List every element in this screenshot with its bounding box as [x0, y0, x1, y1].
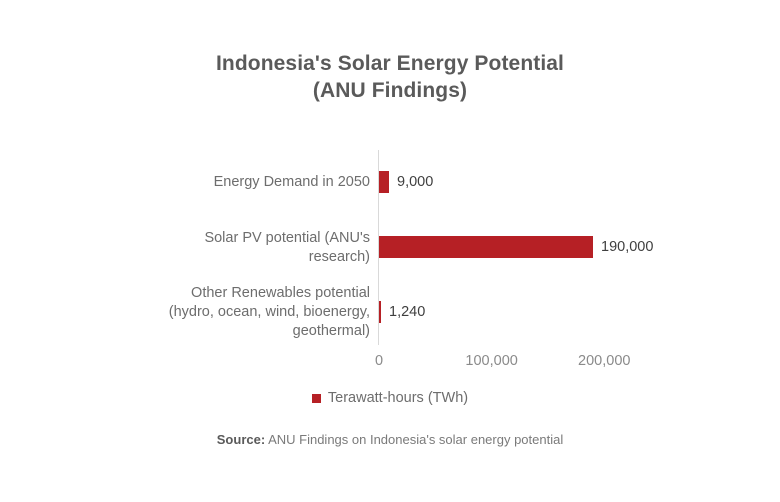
plot-area: Energy Demand in 2050 9,000 Solar PV pot… [0, 150, 780, 345]
chart-title-line-1: Indonesia's Solar Energy Potential [216, 52, 564, 75]
y-axis-line [378, 150, 379, 345]
x-axis-ticks: 0 100,000 200,000 [0, 345, 780, 375]
x-axis-tick-0: 0 [374, 353, 384, 369]
value-label-other-renewables-potential: 1,240 [389, 304, 426, 320]
source-label: Source: [216, 432, 266, 447]
x-axis-tick-2: 200,000 [578, 353, 631, 369]
legend-label-terawatt-hours: Terawatt-hours (TWh) [327, 390, 469, 406]
category-label-line: Solar PV potential (ANU's [204, 229, 370, 246]
category-label-energy-demand-2050: Energy Demand in 2050 [110, 150, 370, 215]
bar-row-other-renewables-potential: Other Renewables potential (hydro, ocean… [0, 280, 780, 345]
bar-solar-pv-potential[interactable] [379, 236, 593, 258]
category-label-line: (hydro, ocean, wind, bioenergy, [168, 304, 370, 320]
bar-row-energy-demand-2050: Energy Demand in 2050 9,000 [0, 150, 780, 215]
chart-title: Indonesia's Solar Energy Potential (ANU … [0, 50, 780, 104]
category-label-solar-pv-potential: Solar PV potential (ANU's research) [110, 215, 370, 280]
chart-title-line-2: (ANU Findings) [312, 79, 468, 102]
category-label-line: geothermal) [292, 323, 370, 339]
source-note: Source: ANU Findings on Indonesia's sola… [0, 432, 780, 447]
bar-row-solar-pv-potential: Solar PV potential (ANU's research) 190,… [0, 215, 780, 280]
category-label-line: Energy Demand in 2050 [213, 174, 370, 190]
category-label-line: Other Renewables potential [191, 285, 370, 301]
source-text: ANU Findings on Indonesia's solar energy… [268, 432, 564, 447]
value-label-energy-demand-2050: 9,000 [397, 174, 434, 190]
bar-energy-demand-2050[interactable] [379, 171, 389, 193]
category-label-line: research) [308, 248, 370, 265]
category-label-other-renewables-potential: Other Renewables potential (hydro, ocean… [110, 280, 370, 345]
x-axis-tick-1: 100,000 [465, 353, 518, 369]
legend-swatch-icon [311, 393, 321, 403]
bar-other-renewables-potential[interactable] [379, 301, 381, 323]
chart-legend: Terawatt-hours (TWh) [0, 390, 780, 406]
value-label-solar-pv-potential: 190,000 [601, 239, 654, 255]
